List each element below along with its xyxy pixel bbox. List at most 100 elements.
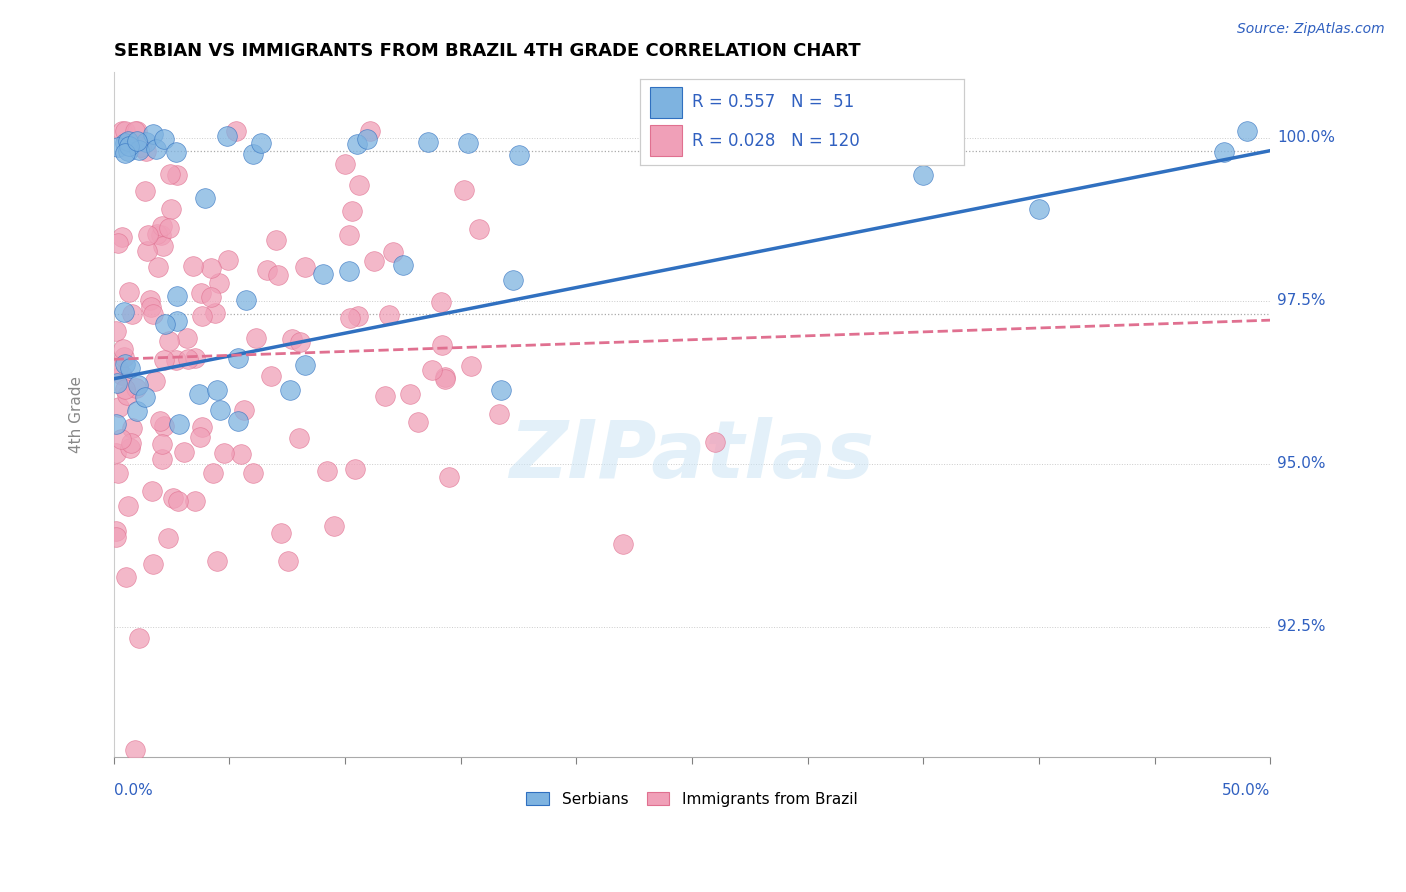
Point: [107, 360, 129, 375]
Point: [502, 273, 524, 287]
Point: [128, 632, 150, 646]
Point: [429, 294, 451, 309]
Point: [127, 403, 149, 417]
Point: [125, 134, 148, 148]
Point: [316, 464, 339, 478]
Point: [128, 143, 150, 157]
Point: [111, 230, 134, 244]
Point: [125, 381, 148, 395]
Text: Source: ZipAtlas.com: Source: ZipAtlas.com: [1237, 22, 1385, 37]
Point: [226, 414, 249, 428]
Point: [460, 359, 482, 373]
Text: 100.0%: 100.0%: [1277, 130, 1336, 145]
Point: [152, 219, 174, 233]
Point: [115, 388, 138, 402]
Point: [183, 493, 205, 508]
Point: [294, 260, 316, 275]
Point: [127, 377, 149, 392]
Point: [430, 338, 453, 352]
Point: [204, 306, 226, 320]
Legend: Serbians, Immigrants from Brazil: Serbians, Immigrants from Brazil: [519, 784, 865, 814]
Text: 95.0%: 95.0%: [1277, 456, 1326, 471]
Point: [207, 383, 229, 397]
Point: [143, 374, 166, 388]
Point: [146, 260, 169, 275]
Point: [153, 353, 176, 368]
Point: [337, 227, 360, 242]
Point: [1028, 202, 1050, 216]
Point: [120, 436, 142, 450]
Point: [142, 557, 165, 571]
Text: 97.5%: 97.5%: [1277, 293, 1326, 308]
Point: [288, 335, 311, 350]
Point: [166, 314, 188, 328]
Point: [209, 403, 232, 417]
Point: [118, 139, 141, 153]
Point: [264, 233, 287, 247]
Point: [278, 384, 301, 398]
Point: [110, 433, 132, 447]
Point: [142, 307, 165, 321]
Point: [124, 124, 146, 138]
Point: [416, 136, 439, 150]
Point: [135, 135, 157, 149]
Point: [260, 368, 283, 383]
Point: [150, 452, 173, 467]
Point: [256, 262, 278, 277]
Point: [359, 124, 381, 138]
Point: [141, 300, 163, 314]
Point: [159, 167, 181, 181]
Point: [114, 145, 136, 160]
Point: [112, 305, 135, 319]
Point: [489, 383, 512, 397]
Point: [160, 202, 183, 217]
Point: [111, 124, 134, 138]
Point: [245, 331, 267, 345]
Point: [322, 519, 344, 533]
Point: [111, 342, 134, 356]
Point: [194, 191, 217, 205]
Point: [200, 290, 222, 304]
Point: [125, 124, 148, 138]
Point: [107, 466, 129, 480]
Point: [439, 469, 461, 483]
Text: 4th Grade: 4th Grade: [69, 376, 84, 453]
Point: [434, 370, 457, 384]
Point: [165, 145, 187, 160]
Point: [150, 436, 173, 450]
Point: [117, 499, 139, 513]
Point: [488, 407, 510, 421]
Point: [229, 447, 252, 461]
Point: [453, 183, 475, 197]
Point: [205, 554, 228, 568]
Point: [152, 132, 174, 146]
Point: [191, 309, 214, 323]
Point: [134, 185, 156, 199]
Text: 0.0%: 0.0%: [114, 783, 152, 798]
Point: [104, 417, 127, 432]
Point: [114, 136, 136, 151]
Point: [188, 386, 211, 401]
Point: [335, 157, 357, 171]
Point: [176, 352, 198, 367]
Point: [107, 140, 129, 154]
Point: [111, 368, 134, 383]
Point: [225, 124, 247, 138]
Point: [145, 142, 167, 156]
Point: [217, 128, 239, 143]
Point: [135, 145, 157, 159]
Point: [105, 376, 128, 390]
Point: [145, 227, 167, 241]
Point: [347, 178, 370, 192]
Point: [165, 353, 187, 368]
Point: [250, 136, 273, 150]
Point: [155, 318, 177, 332]
Point: [114, 124, 136, 138]
Point: [233, 403, 256, 417]
Point: [176, 331, 198, 345]
Point: [150, 228, 173, 243]
Point: [117, 134, 139, 148]
Point: [208, 277, 231, 291]
Point: [139, 293, 162, 307]
Point: [169, 417, 191, 432]
